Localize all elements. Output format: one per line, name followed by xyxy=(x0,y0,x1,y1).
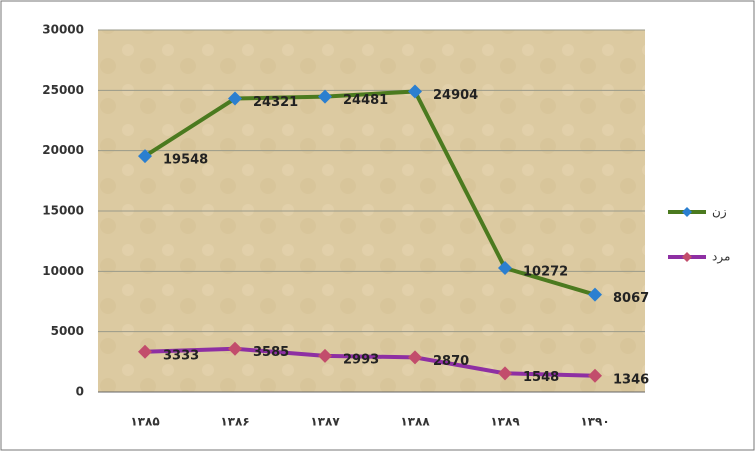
data-label: 24321 xyxy=(253,95,298,110)
series-line xyxy=(144,346,596,378)
y-tick-label: 20000 xyxy=(42,143,84,157)
data-label: 2993 xyxy=(343,352,379,367)
y-tick-label: 15000 xyxy=(42,204,84,218)
x-tick-label: ۱۳۸۷ xyxy=(310,415,340,429)
data-label: 24904 xyxy=(433,88,478,103)
marker xyxy=(228,341,242,356)
marker xyxy=(138,149,152,164)
marker xyxy=(498,366,512,381)
x-tick-label: ۱۳۸۸ xyxy=(400,415,430,429)
legend-label: مرد xyxy=(712,250,730,265)
marker xyxy=(588,287,602,302)
marker xyxy=(318,348,332,363)
data-label: 19548 xyxy=(163,153,208,168)
marker xyxy=(228,91,242,106)
marker xyxy=(408,84,422,99)
legend-marker xyxy=(682,207,692,217)
data-label: 1346 xyxy=(613,372,649,387)
legend-marker xyxy=(682,252,692,262)
data-label: 24481 xyxy=(343,93,388,108)
y-tick-label: 0 xyxy=(76,385,84,399)
y-tick-label: 25000 xyxy=(42,83,84,97)
series-line xyxy=(143,89,596,297)
data-label: 1548 xyxy=(523,370,559,385)
y-tick-label: 30000 xyxy=(42,23,84,37)
y-tick-label: 10000 xyxy=(42,264,84,278)
data-label: 10272 xyxy=(523,265,568,280)
data-label: 3333 xyxy=(163,348,199,363)
marker xyxy=(318,89,332,104)
x-tick-label: ۱۳۸۹ xyxy=(490,415,520,429)
x-tick-label: ۱۳۸۶ xyxy=(220,415,249,429)
data-label: 8067 xyxy=(613,291,649,306)
marker xyxy=(138,344,152,359)
x-tick-label: ۱۳۸۵ xyxy=(130,415,159,429)
y-tick-label: 5000 xyxy=(51,324,84,338)
marker xyxy=(498,261,512,276)
data-label: 2870 xyxy=(433,354,469,369)
marker xyxy=(588,368,602,383)
legend-label: زن xyxy=(712,205,727,220)
x-tick-label: ۱۳۹۰ xyxy=(580,415,609,429)
marker xyxy=(408,350,422,365)
data-label: 3585 xyxy=(253,345,289,360)
